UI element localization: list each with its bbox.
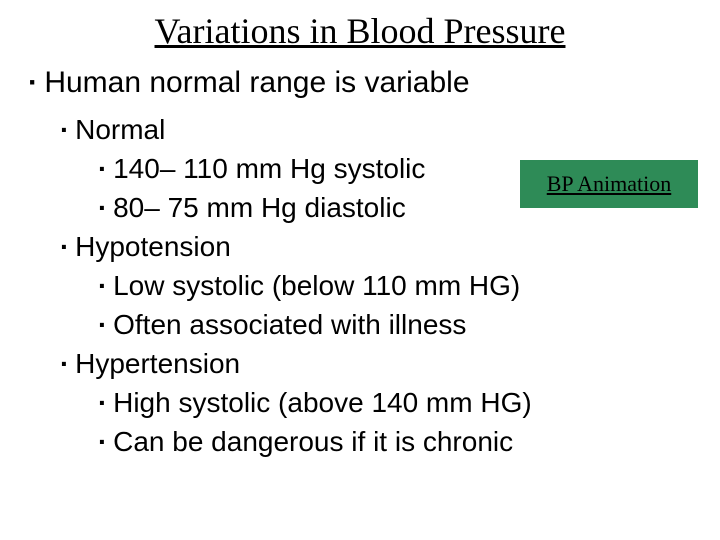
slide: Variations in Blood Pressure Human norma… [0,0,720,540]
bp-animation-link[interactable]: BP Animation [520,160,698,208]
bullet-level-2: Hypotension [60,229,700,264]
bullet-level-2: Hypertension [60,346,700,381]
slide-title: Variations in Blood Pressure [20,10,700,52]
bullet-level-3: Low systolic (below 110 mm HG) [98,268,700,303]
bullet-level-3: High systolic (above 140 mm HG) [98,385,700,420]
bullet-level-3: Often associated with illness [98,307,700,342]
bp-animation-label: BP Animation [547,171,671,197]
bullet-level-2: Normal [60,112,700,147]
bullet-level-3: Can be dangerous if it is chronic [98,424,700,459]
bullet-level-1: Human normal range is variable [28,64,700,102]
